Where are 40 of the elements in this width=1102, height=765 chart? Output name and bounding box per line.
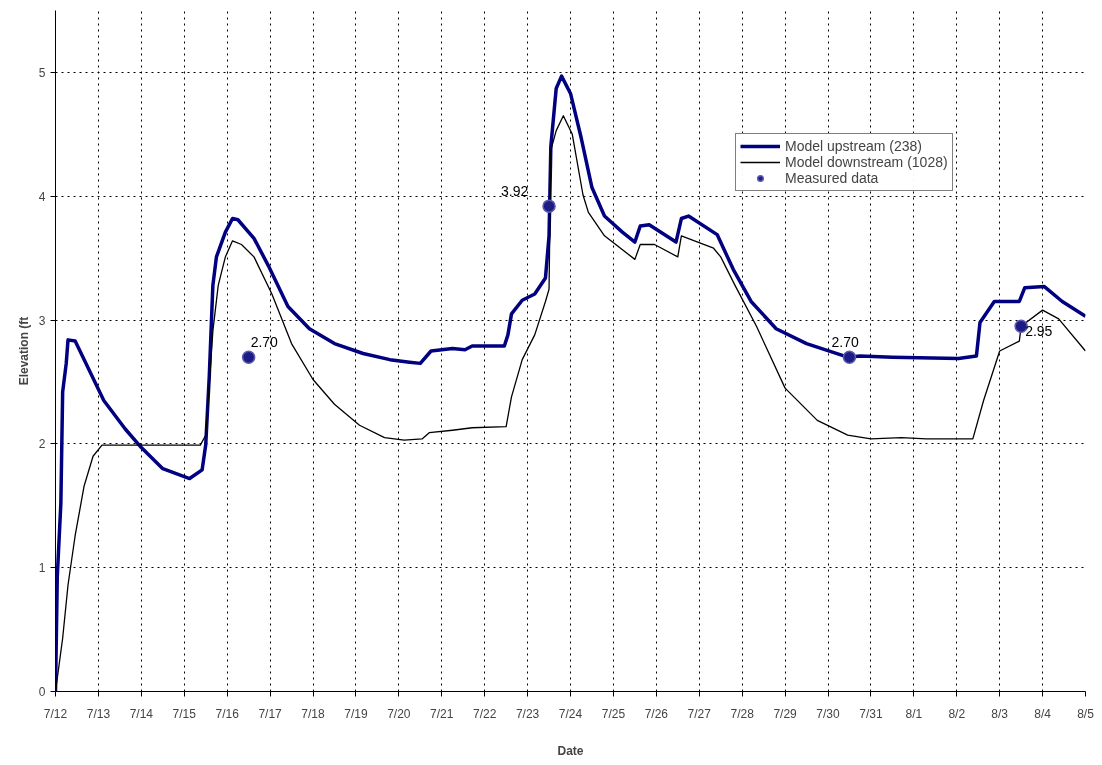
x-tick-label: 7/31 xyxy=(859,706,883,721)
x-tick-label: 7/13 xyxy=(86,706,111,721)
x-tick-label: 8/1 xyxy=(905,706,923,721)
x-tick-label: 7/25 xyxy=(601,706,626,721)
y-tick-label: 3 xyxy=(38,313,46,328)
x-tick-label: 8/3 xyxy=(991,706,1009,721)
x-tick-label: 7/19 xyxy=(344,706,368,721)
x-tick-label: 7/14 xyxy=(129,706,154,721)
x-tick-label: 7/16 xyxy=(215,706,240,721)
x-tick-label: 8/2 xyxy=(948,706,966,721)
x-tick-label: 7/28 xyxy=(730,706,755,721)
x-tick-label: 7/27 xyxy=(687,706,712,721)
data-label: 2.70 xyxy=(831,334,859,351)
x-tick-label: 7/26 xyxy=(644,706,669,721)
legend-label: Model upstream (238) xyxy=(785,138,922,154)
x-tick-label: 7/15 xyxy=(172,706,197,721)
legend-label: Measured data xyxy=(785,170,879,186)
y-axis-title: Elevation (ft xyxy=(16,316,31,386)
x-tick-label: 7/24 xyxy=(558,706,583,721)
y-tick-label: 0 xyxy=(38,685,46,699)
data-label: 3.92 xyxy=(501,183,529,200)
x-tick-label: 8/4 xyxy=(1034,706,1052,721)
x-tick-label: 7/22 xyxy=(472,706,497,721)
x-tick-label: 7/20 xyxy=(387,706,411,721)
x-tick-label: 7/21 xyxy=(430,706,454,721)
x-tick-label: 7/18 xyxy=(301,706,325,721)
x-tick-label: 8/5 xyxy=(1077,706,1095,721)
y-tick-label: 4 xyxy=(38,189,46,204)
data-label: 2.95 xyxy=(1025,323,1053,340)
x-axis-title: Date xyxy=(557,743,584,758)
x-tick-label: 7/17 xyxy=(258,706,283,721)
legend-label: Model downstream (1028) xyxy=(785,154,948,170)
x-tick-label: 7/29 xyxy=(773,706,798,721)
y-tick-label: 2 xyxy=(38,437,46,452)
x-tick-label: 7/23 xyxy=(515,706,540,721)
y-tick-label: 5 xyxy=(38,65,46,80)
x-tick-label: 7/30 xyxy=(816,706,840,721)
x-tick-label: 7/12 xyxy=(43,706,68,721)
y-tick-label: 1 xyxy=(38,561,46,576)
data-label: 2.70 xyxy=(250,334,279,351)
